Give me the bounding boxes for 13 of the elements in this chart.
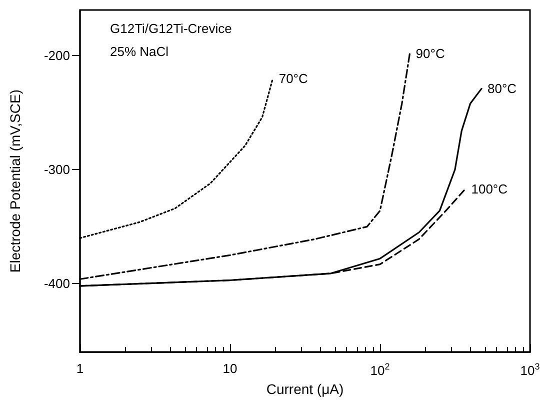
series-label: 70°C <box>278 70 308 86</box>
x-tick-label: 1 <box>76 361 84 376</box>
series-label: 100°C <box>471 182 508 197</box>
x-tick-label: 10 <box>222 361 238 376</box>
series-label: 80°C <box>488 81 517 96</box>
series-label: 90°C <box>416 46 445 61</box>
y-tick-label: -200 <box>44 48 70 64</box>
y-tick-label: -300 <box>44 162 70 178</box>
annotation: 25% NaCl <box>110 44 169 59</box>
y-axis-title: Electrode Potential (mV,SCE) <box>7 89 23 273</box>
annotation: G12Ti/G12Ti-Crevice <box>110 21 232 36</box>
x-axis-title: Current (μA) <box>266 381 344 397</box>
y-tick-label: -400 <box>44 276 70 292</box>
